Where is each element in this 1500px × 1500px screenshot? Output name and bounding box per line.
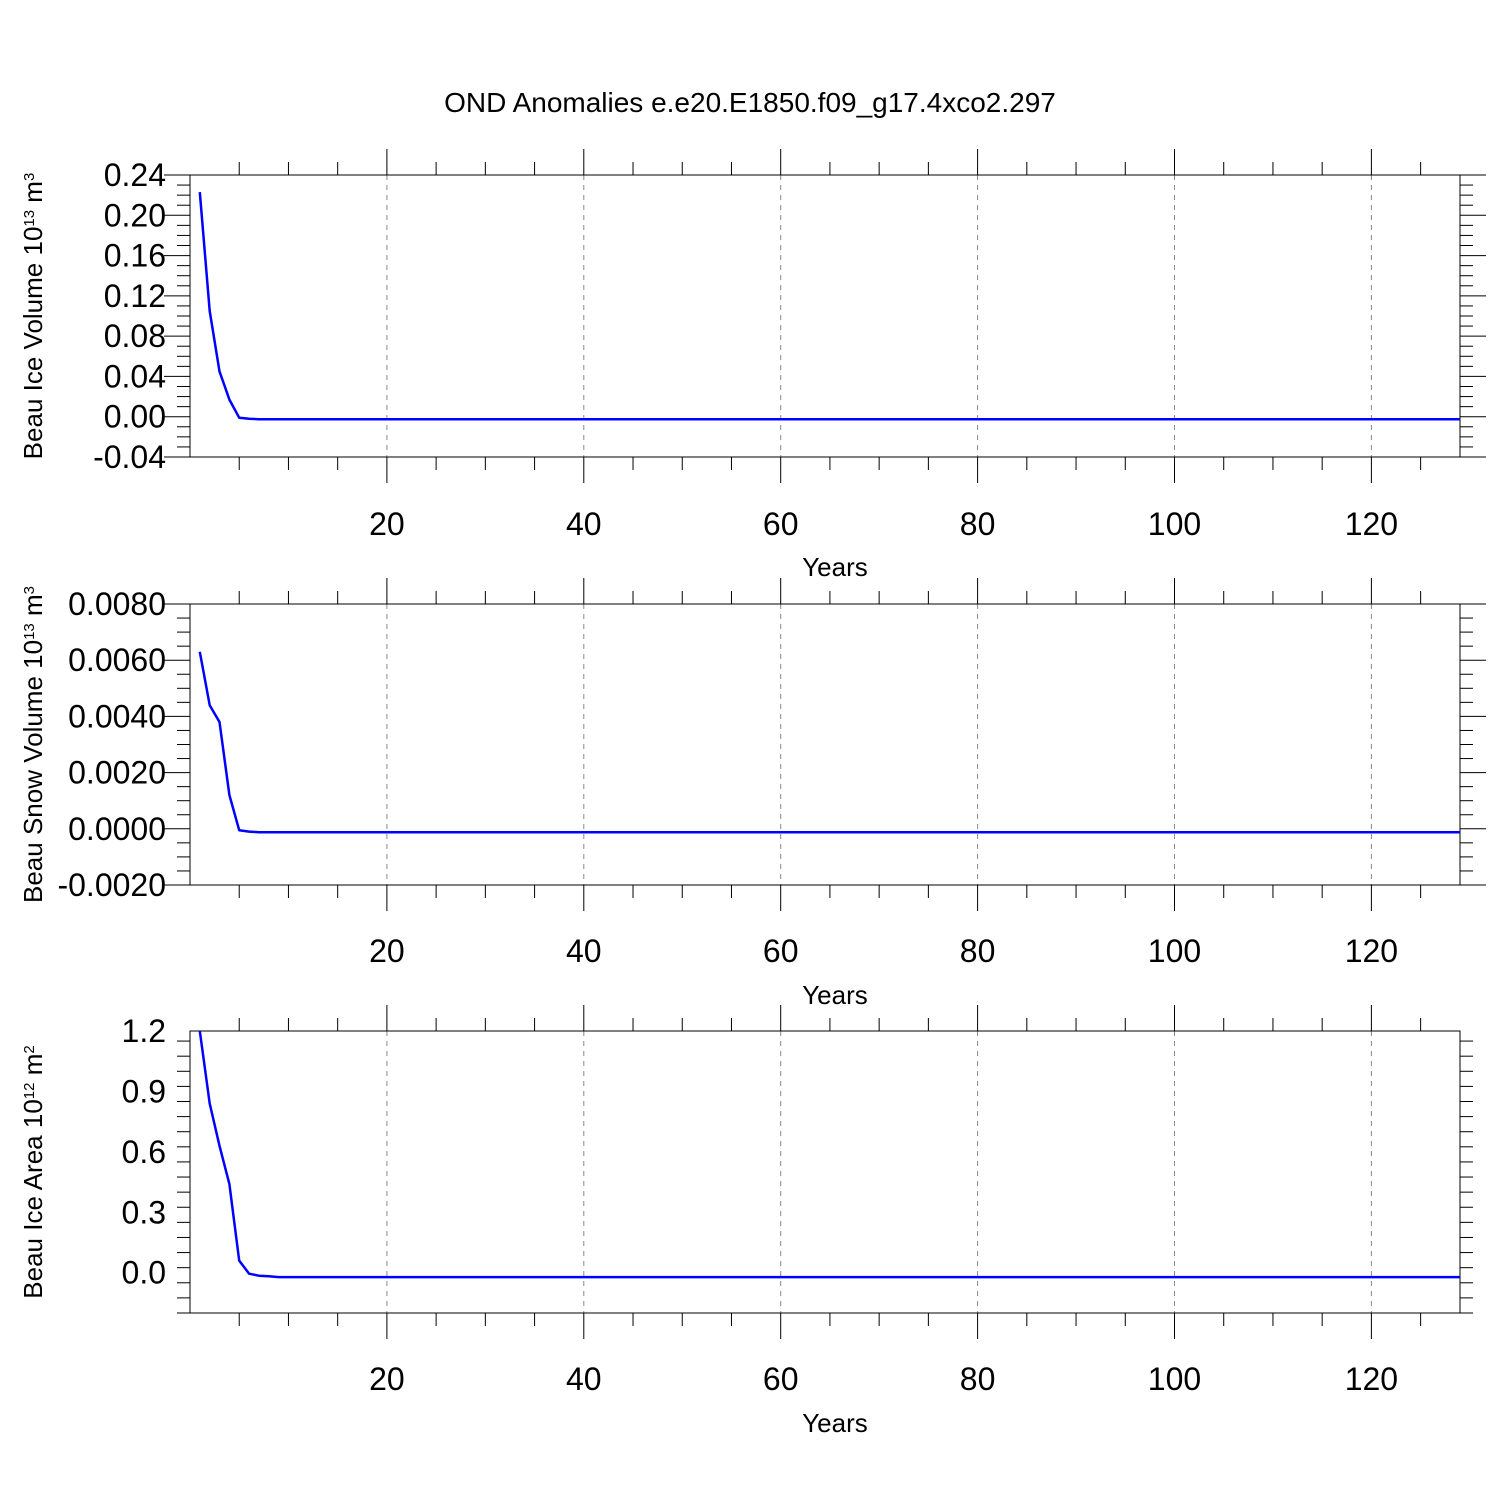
- x-tick-label: 120: [1345, 1361, 1398, 1397]
- y-tick-label: 0.0020: [68, 755, 166, 791]
- x-axis-title: Years: [802, 1408, 868, 1438]
- x-tick-label: 60: [763, 1361, 799, 1397]
- x-tick-label: 80: [960, 1361, 996, 1397]
- y-axis-title: Beau Snow Volume 1013 m3: [18, 586, 48, 903]
- x-tick-label: 120: [1345, 506, 1398, 542]
- y-tick-label: 0.16: [104, 238, 166, 274]
- x-axis-title: Years: [802, 980, 868, 1010]
- y-axis-title: Beau Ice Volume 1013 m3: [18, 173, 48, 460]
- plot-frame: [189, 1030, 1461, 1314]
- x-tick-label: 20: [369, 1361, 405, 1397]
- y-tick-label: 0.0060: [68, 642, 166, 678]
- y-tick-label: 0.20: [104, 197, 166, 233]
- x-tick-label: 60: [763, 506, 799, 542]
- x-tick-label: 100: [1148, 506, 1201, 542]
- y-axis-title: Beau Ice Area 1012 m2: [18, 1045, 48, 1298]
- chart-panel-3: 1.2 0.9 0.6 0.3 0.0 20 40 60 80 100 120 Years Beau I…: [18, 1005, 1473, 1438]
- plot-frame: [189, 603, 1461, 886]
- y-tick-label: 0.3: [122, 1194, 166, 1230]
- series-line-1: [198, 1030, 1460, 1279]
- y-tick-label: 0.04: [104, 358, 166, 394]
- y-tick-label: 0.00: [104, 399, 166, 435]
- y-tick-label: -0.0020: [57, 867, 166, 903]
- y-tick-label: 0.12: [104, 278, 166, 314]
- x-tick-label: 40: [566, 1361, 602, 1397]
- series-line-1: [198, 651, 1460, 834]
- chart-panel-2: 0.0080 0.0060 0.0040 0.0020 0.0000 -0.0020 20 4…: [18, 578, 1486, 1010]
- y-tick-label: 0.0: [122, 1255, 166, 1291]
- y-tick-label: 1.2: [122, 1013, 166, 1049]
- series-line-1: [198, 191, 1460, 421]
- y-tick-label: 0.9: [122, 1073, 166, 1109]
- y-tick-label: 0.0080: [68, 586, 166, 622]
- x-tick-label: 60: [763, 933, 799, 969]
- chart-panel-1: 0.24 0.20 0.16 0.12 0.08 0.04 0.00 -0.04 20 40 60 8…: [18, 149, 1486, 582]
- chart-panels: 0.24 0.20 0.16 0.12 0.08 0.04 0.00 -0.04 20 40 60 8…: [18, 149, 1486, 1438]
- x-tick-label: 20: [369, 933, 405, 969]
- x-tick-label: 40: [566, 506, 602, 542]
- x-tick-label: 40: [566, 933, 602, 969]
- y-tick-label: 0.6: [122, 1134, 166, 1170]
- x-tick-label: 120: [1345, 933, 1398, 969]
- y-tick-label: 0.0000: [68, 811, 166, 847]
- y-tick-label: 0.08: [104, 318, 166, 354]
- x-tick-label: 80: [960, 933, 996, 969]
- y-tick-label: -0.04: [93, 439, 166, 475]
- x-tick-label: 100: [1148, 1361, 1201, 1397]
- x-tick-label: 20: [369, 506, 405, 542]
- x-tick-label: 80: [960, 506, 996, 542]
- y-tick-label: 0.0040: [68, 698, 166, 734]
- plot-frame: [189, 174, 1461, 458]
- x-axis-title: Years: [802, 552, 868, 582]
- chart-title: OND Anomalies e.e20.E1850.f09_g17.4xco2.…: [444, 87, 1056, 118]
- x-tick-label: 100: [1148, 933, 1201, 969]
- y-tick-label: 0.24: [104, 157, 166, 193]
